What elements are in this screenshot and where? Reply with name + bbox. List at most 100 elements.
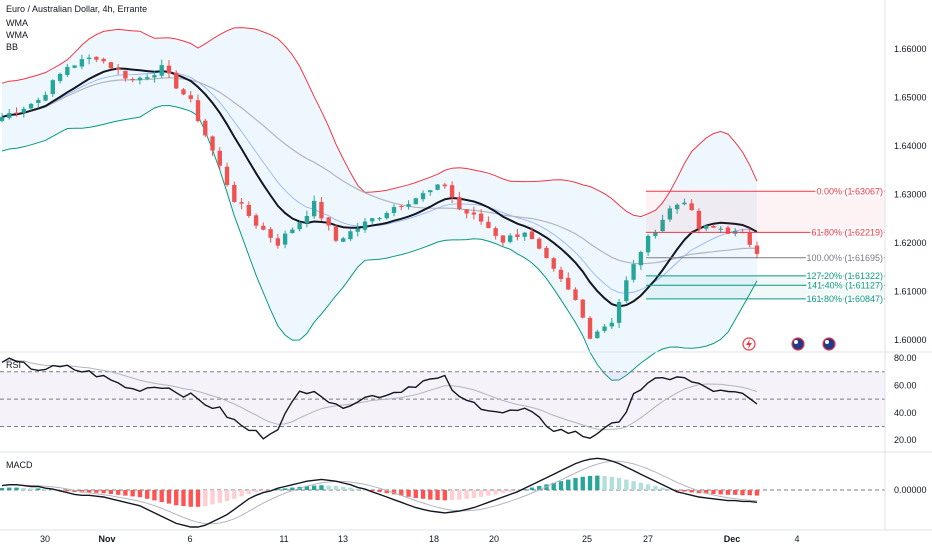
indicator-legend-wma[interactable]: WMA xyxy=(6,18,28,28)
macd-histogram-bar xyxy=(740,490,745,496)
macd-histogram-bar xyxy=(471,490,477,498)
candle-body xyxy=(464,209,469,214)
candle-body xyxy=(297,222,302,230)
macd-histogram-bar xyxy=(413,490,418,498)
macd-histogram-bar xyxy=(28,488,34,490)
candle-body xyxy=(471,212,477,215)
candle-body xyxy=(696,210,702,229)
candle-body xyxy=(457,197,462,210)
candle-body xyxy=(587,317,593,339)
macd-histogram-bar xyxy=(36,488,41,490)
candle-body xyxy=(21,108,26,113)
candle-body xyxy=(253,215,259,226)
candle-body xyxy=(602,326,607,331)
candle-body xyxy=(174,72,179,89)
candle-body xyxy=(544,247,549,259)
macd-histogram-bar xyxy=(290,487,295,490)
macd-histogram-bar xyxy=(43,489,48,491)
macd-histogram-bar xyxy=(72,490,77,492)
macd-histogram-bar xyxy=(689,490,694,493)
candle-body xyxy=(130,79,135,81)
price-tick-label: 1.65000 xyxy=(894,93,927,103)
candle-body xyxy=(399,206,404,208)
fib-zone xyxy=(646,275,885,299)
candle-body xyxy=(210,136,215,151)
candle-body xyxy=(660,219,665,232)
macd-histogram-bar xyxy=(137,490,143,498)
lightning-icon[interactable] xyxy=(742,337,756,351)
event-icons[interactable] xyxy=(742,337,836,351)
candle-body xyxy=(79,59,85,67)
candle-body xyxy=(704,225,709,229)
wma-slow-line xyxy=(1,77,758,265)
macd-histogram-bar xyxy=(304,486,310,490)
price-tick-label: 1.64000 xyxy=(894,141,927,151)
time-tick-label: 4 xyxy=(794,534,799,544)
candle-body xyxy=(203,120,208,136)
candle-body xyxy=(72,65,77,68)
macd-histogram-bar xyxy=(660,487,665,490)
candle-body xyxy=(370,218,375,222)
macd-histogram-bar xyxy=(94,490,99,493)
candle-body xyxy=(507,235,513,242)
macd-histogram-bar xyxy=(674,490,680,491)
candle-body xyxy=(14,112,19,114)
macd-legend[interactable]: MACD xyxy=(6,460,33,470)
flag-icon[interactable] xyxy=(822,337,836,351)
fibonacci-retracement[interactable]: 0.00% (1.63067) 61.80% (1.62219) 100.00% (… xyxy=(646,185,885,305)
symbol-legend[interactable]: Euro / Australian Dollar, 4h, Errante xyxy=(6,4,148,14)
price-tick-label: 1.62000 xyxy=(894,238,927,248)
macd-histogram-bar xyxy=(493,490,498,495)
macd-histogram-bar xyxy=(609,476,614,490)
macd-histogram-bar xyxy=(653,486,658,490)
macd-histogram-bar xyxy=(341,486,346,490)
price-tick-label: 1.66000 xyxy=(894,44,927,54)
indicator-legend-wma[interactable]: WMA xyxy=(6,30,28,40)
indicator-legend-bb[interactable]: BB xyxy=(6,42,19,52)
candle-body xyxy=(188,95,193,99)
macd-histogram-bar xyxy=(718,490,723,495)
macd-histogram-bar xyxy=(704,490,709,494)
macd-histogram-bar xyxy=(399,490,404,496)
rsi-legend[interactable]: RSI xyxy=(6,360,22,370)
macd-histogram-bar xyxy=(0,488,5,490)
candle-body xyxy=(159,65,164,76)
macd-histogram-bar xyxy=(507,490,513,492)
candle-body xyxy=(43,94,48,101)
candle-body xyxy=(653,232,658,236)
macd-histogram-bar xyxy=(115,490,121,495)
macd-histogram-bar xyxy=(355,488,360,490)
candle-body xyxy=(362,221,368,230)
candle-body xyxy=(537,238,542,249)
rsi-tick-label: 40.00 xyxy=(894,408,917,418)
macd-histogram-bar xyxy=(159,490,164,502)
rsi-tick-label: 20.00 xyxy=(894,435,917,445)
candle-body xyxy=(406,204,411,207)
macd-histogram-bar xyxy=(486,490,491,496)
candle-body xyxy=(551,258,556,269)
candle-body xyxy=(529,231,535,240)
macd-histogram-bar xyxy=(319,485,324,490)
macd-histogram-bar xyxy=(638,482,644,490)
candle-body xyxy=(355,228,360,232)
flag-icon[interactable] xyxy=(791,337,805,351)
macd-histogram-bar xyxy=(602,476,607,490)
time-tick-label: 13 xyxy=(338,534,348,544)
price-tick-label: 1.63000 xyxy=(894,190,927,200)
price-tick-label: 1.61000 xyxy=(894,286,927,296)
fib-level-label: 0.00% (1.63067) xyxy=(816,186,883,196)
candle-body xyxy=(747,232,752,245)
candle-body xyxy=(645,235,651,253)
candle-body xyxy=(558,269,564,279)
macd-histogram-bar xyxy=(420,490,426,499)
time-tick-label: 30 xyxy=(40,534,50,544)
macd-histogram-bar xyxy=(667,489,673,491)
candle-body xyxy=(115,68,121,70)
candle-body xyxy=(152,75,157,78)
candle-body xyxy=(674,204,680,210)
fib-level-label: 61.80% (1.62219) xyxy=(811,227,883,237)
macd-histogram-bar xyxy=(537,486,542,490)
candle-body xyxy=(631,264,636,280)
candle-body xyxy=(232,184,237,202)
